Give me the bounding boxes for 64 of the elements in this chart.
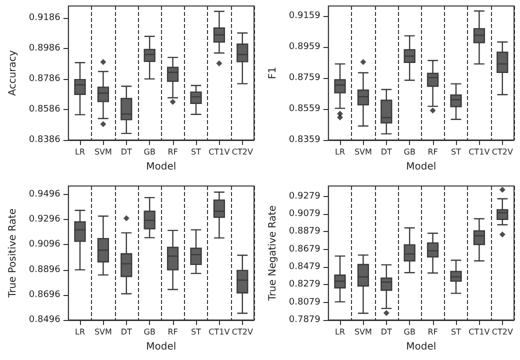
x-tick-label: DT (120, 148, 132, 156)
y-axis-title: True Positive Rate (8, 208, 18, 299)
y-tick-label: 0.8559 (288, 104, 321, 114)
x-tick-label: GB (404, 148, 416, 156)
x-tick-label: SVM (354, 328, 372, 336)
x-tick-label: GB (144, 148, 156, 156)
x-tick-label: SVM (354, 148, 372, 156)
x-tick-label: CT2V (492, 148, 514, 156)
x-tick-label: ST (191, 328, 202, 336)
y-tick-label: 0.8679 (288, 244, 321, 254)
y-tick-label: 0.9159 (288, 10, 321, 21)
x-tick-label: CT2V (232, 328, 254, 336)
x-axis-title: Model (406, 342, 436, 352)
y-tick-label: 0.8496 (28, 315, 61, 325)
y-tick-label: 0.8896 (28, 264, 61, 275)
y-tick-label: 0.7879 (288, 315, 321, 325)
y-tick-label: 0.8986 (28, 43, 61, 54)
x-tick-label: RF (168, 328, 178, 336)
y-tick-label: 0.8696 (28, 290, 61, 300)
y-tick-label: 0.9186 (28, 12, 61, 23)
y-tick-label: 0.8759 (288, 72, 321, 83)
y-tick-label: 0.9096 (28, 240, 61, 250)
y-axis-title: Accuracy (8, 50, 18, 96)
x-tick-label: CT2V (232, 148, 254, 156)
y-tick-label: 0.9496 (28, 190, 61, 200)
y-tick-label: 0.8879 (288, 226, 321, 237)
y-tick-label: 0.9279 (288, 191, 321, 202)
x-tick-label: GB (404, 328, 416, 336)
x-tick-label: RF (168, 148, 178, 156)
y-tick-label: 0.8279 (288, 280, 321, 290)
y-axis-title: F1 (268, 66, 278, 80)
y-tick-label: 0.8586 (28, 104, 61, 114)
x-axis-title: Model (406, 162, 436, 172)
x-axis-title: Model (146, 162, 176, 172)
x-tick-label: ST (191, 148, 202, 156)
x-tick-label: ST (451, 148, 462, 156)
x-tick-label: RF (428, 328, 438, 336)
x-tick-label: LR (74, 328, 86, 336)
x-tick-label: GB (144, 328, 156, 336)
y-tick-label: 0.8479 (288, 262, 321, 272)
x-tick-label: CT1V (208, 328, 230, 336)
x-tick-label: DT (120, 328, 132, 336)
x-tick-label: RF (428, 148, 438, 156)
y-tick-label: 0.8959 (288, 42, 321, 52)
x-tick-label: CT1V (468, 328, 490, 336)
y-tick-label: 0.8786 (28, 74, 61, 84)
x-tick-label: DT (380, 148, 392, 156)
x-tick-label: CT1V (208, 148, 230, 156)
x-tick-label: LR (334, 328, 346, 336)
y-tick-label: 0.8359 (288, 135, 321, 145)
y-tick-label: 0.9296 (28, 214, 61, 225)
y-tick-label: 0.8386 (28, 135, 61, 145)
x-tick-label: ST (451, 328, 462, 336)
x-tick-label: CT1V (468, 148, 490, 156)
y-tick-label: 0.9079 (288, 209, 321, 219)
x-axis-title: Model (146, 342, 176, 352)
x-tick-label: SVM (94, 148, 112, 156)
y-axis-title: True Negative Rate (268, 205, 278, 302)
x-tick-label: LR (334, 148, 346, 156)
x-tick-label: DT (380, 328, 392, 336)
x-tick-label: SVM (94, 328, 112, 336)
x-tick-label: LR (74, 148, 86, 156)
y-tick-label: 0.8079 (288, 297, 321, 308)
x-tick-label: CT2V (492, 328, 514, 336)
